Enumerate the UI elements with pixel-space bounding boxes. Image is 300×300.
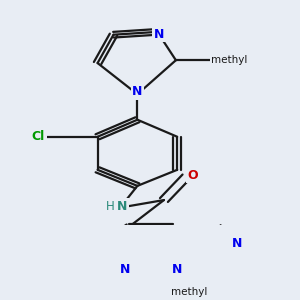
Text: O: O (187, 169, 198, 182)
Text: methyl: methyl (172, 287, 208, 297)
Text: N: N (117, 200, 127, 213)
Text: N: N (232, 238, 243, 250)
Text: N: N (132, 85, 142, 98)
Text: N: N (172, 262, 182, 275)
Text: H: H (106, 200, 115, 213)
Text: N: N (120, 262, 130, 275)
Text: N: N (154, 28, 164, 40)
Text: Cl: Cl (32, 130, 45, 143)
Text: methyl: methyl (212, 55, 248, 65)
